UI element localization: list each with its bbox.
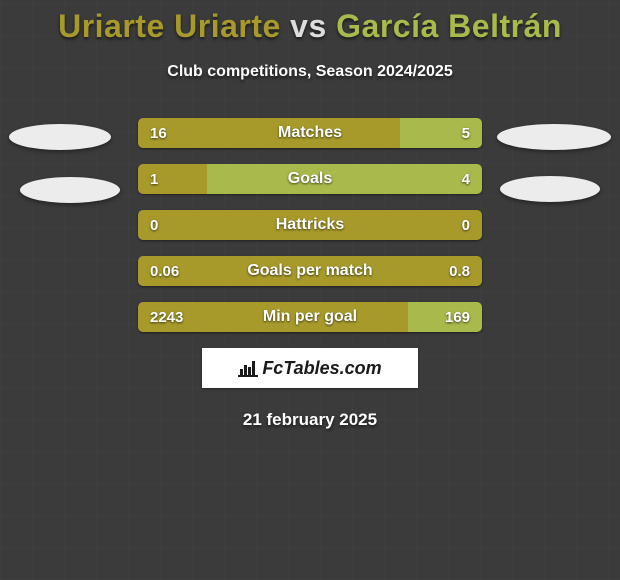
subtitle: Club competitions, Season 2024/2025 [0,63,620,81]
stat-bar-left [138,302,408,332]
bar-chart-icon [238,359,258,377]
stat-bar-left [138,210,482,240]
stat-bar-right [207,164,482,194]
stat-row: 2243169Min per goal [138,302,482,332]
stat-bar-left [138,256,482,286]
brand: FcTables.com [238,358,381,379]
title-player1: Uriarte Uriarte [58,8,281,44]
title-player2: García Beltrán [336,8,562,44]
brand-text: FcTables.com [262,358,381,379]
decorative-ellipse [497,124,611,150]
stat-bar-right [400,118,482,148]
decorative-ellipse [500,176,600,202]
brand-box: FcTables.com [202,348,418,388]
stat-rows: 165Matches 14Goals 00Hattricks 0.060.8Goals… [138,118,482,332]
stat-row: 165Matches [138,118,482,148]
stat-row: 0.060.8Goals per match [138,256,482,286]
stat-row: 00Hattricks [138,210,482,240]
decorative-ellipse [9,124,111,150]
decorative-ellipse [20,177,120,203]
stat-bar-left [138,164,207,194]
title-vs: vs [290,8,327,44]
stat-bar-left [138,118,400,148]
stat-bar-right [408,302,482,332]
date: 21 february 2025 [0,410,620,430]
stat-row: 14Goals [138,164,482,194]
page-title: Uriarte Uriarte vs García Beltrán [0,0,620,45]
chart-wrap: 165Matches 14Goals 00Hattricks 0.060.8Goals… [0,118,620,430]
